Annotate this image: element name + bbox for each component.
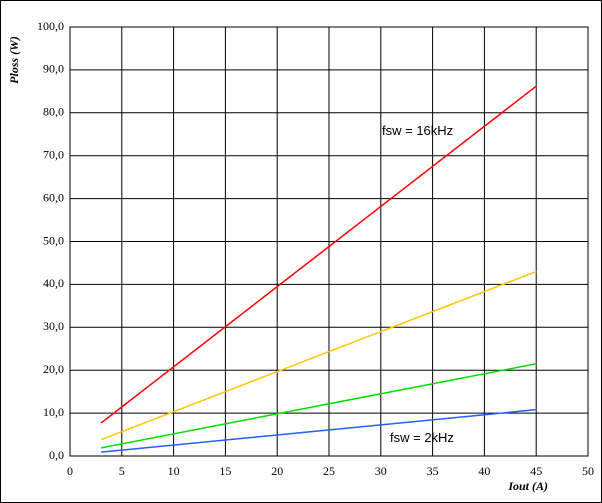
y-tick-label: 50,0 — [43, 233, 64, 247]
annotation: fsw = 16kHz — [382, 123, 453, 138]
y-tick-label: 60,0 — [43, 190, 64, 204]
series-line — [100, 270, 537, 441]
y-tick-label: 40,0 — [43, 276, 64, 290]
x-tick-label: 15 — [219, 464, 231, 478]
x-tick-label: 0 — [67, 464, 73, 478]
x-tick-label: 45 — [530, 464, 542, 478]
x-tick-label: 10 — [168, 464, 180, 478]
x-tick-label: 30 — [375, 464, 387, 478]
y-tick-label: 10,0 — [43, 405, 64, 419]
series-line — [100, 85, 537, 424]
y-tick-label: 70,0 — [43, 147, 64, 161]
y-tick-label: 30,0 — [43, 319, 64, 333]
plot-border — [69, 26, 589, 457]
x-tick-label: 5 — [119, 464, 125, 478]
x-tick-label: 50 — [582, 464, 594, 478]
series-line — [101, 408, 537, 453]
y-tick-label: 100,0 — [37, 19, 64, 33]
annotation: fsw = 2kHz — [390, 430, 454, 445]
y-tick-label: 90,0 — [43, 62, 64, 76]
y-tick-label: 80,0 — [43, 105, 64, 119]
x-tick-label: 25 — [323, 464, 335, 478]
x-tick-label: 35 — [427, 464, 439, 478]
x-tick-label: 20 — [271, 464, 283, 478]
y-tick-label: 0,0 — [49, 448, 64, 462]
series-line — [100, 363, 537, 449]
x-tick-label: 40 — [478, 464, 490, 478]
x-axis-label: Iout (A) — [507, 479, 548, 493]
y-tick-label: 20,0 — [43, 362, 64, 376]
y-axis-label: Ploss (W) — [7, 36, 21, 84]
